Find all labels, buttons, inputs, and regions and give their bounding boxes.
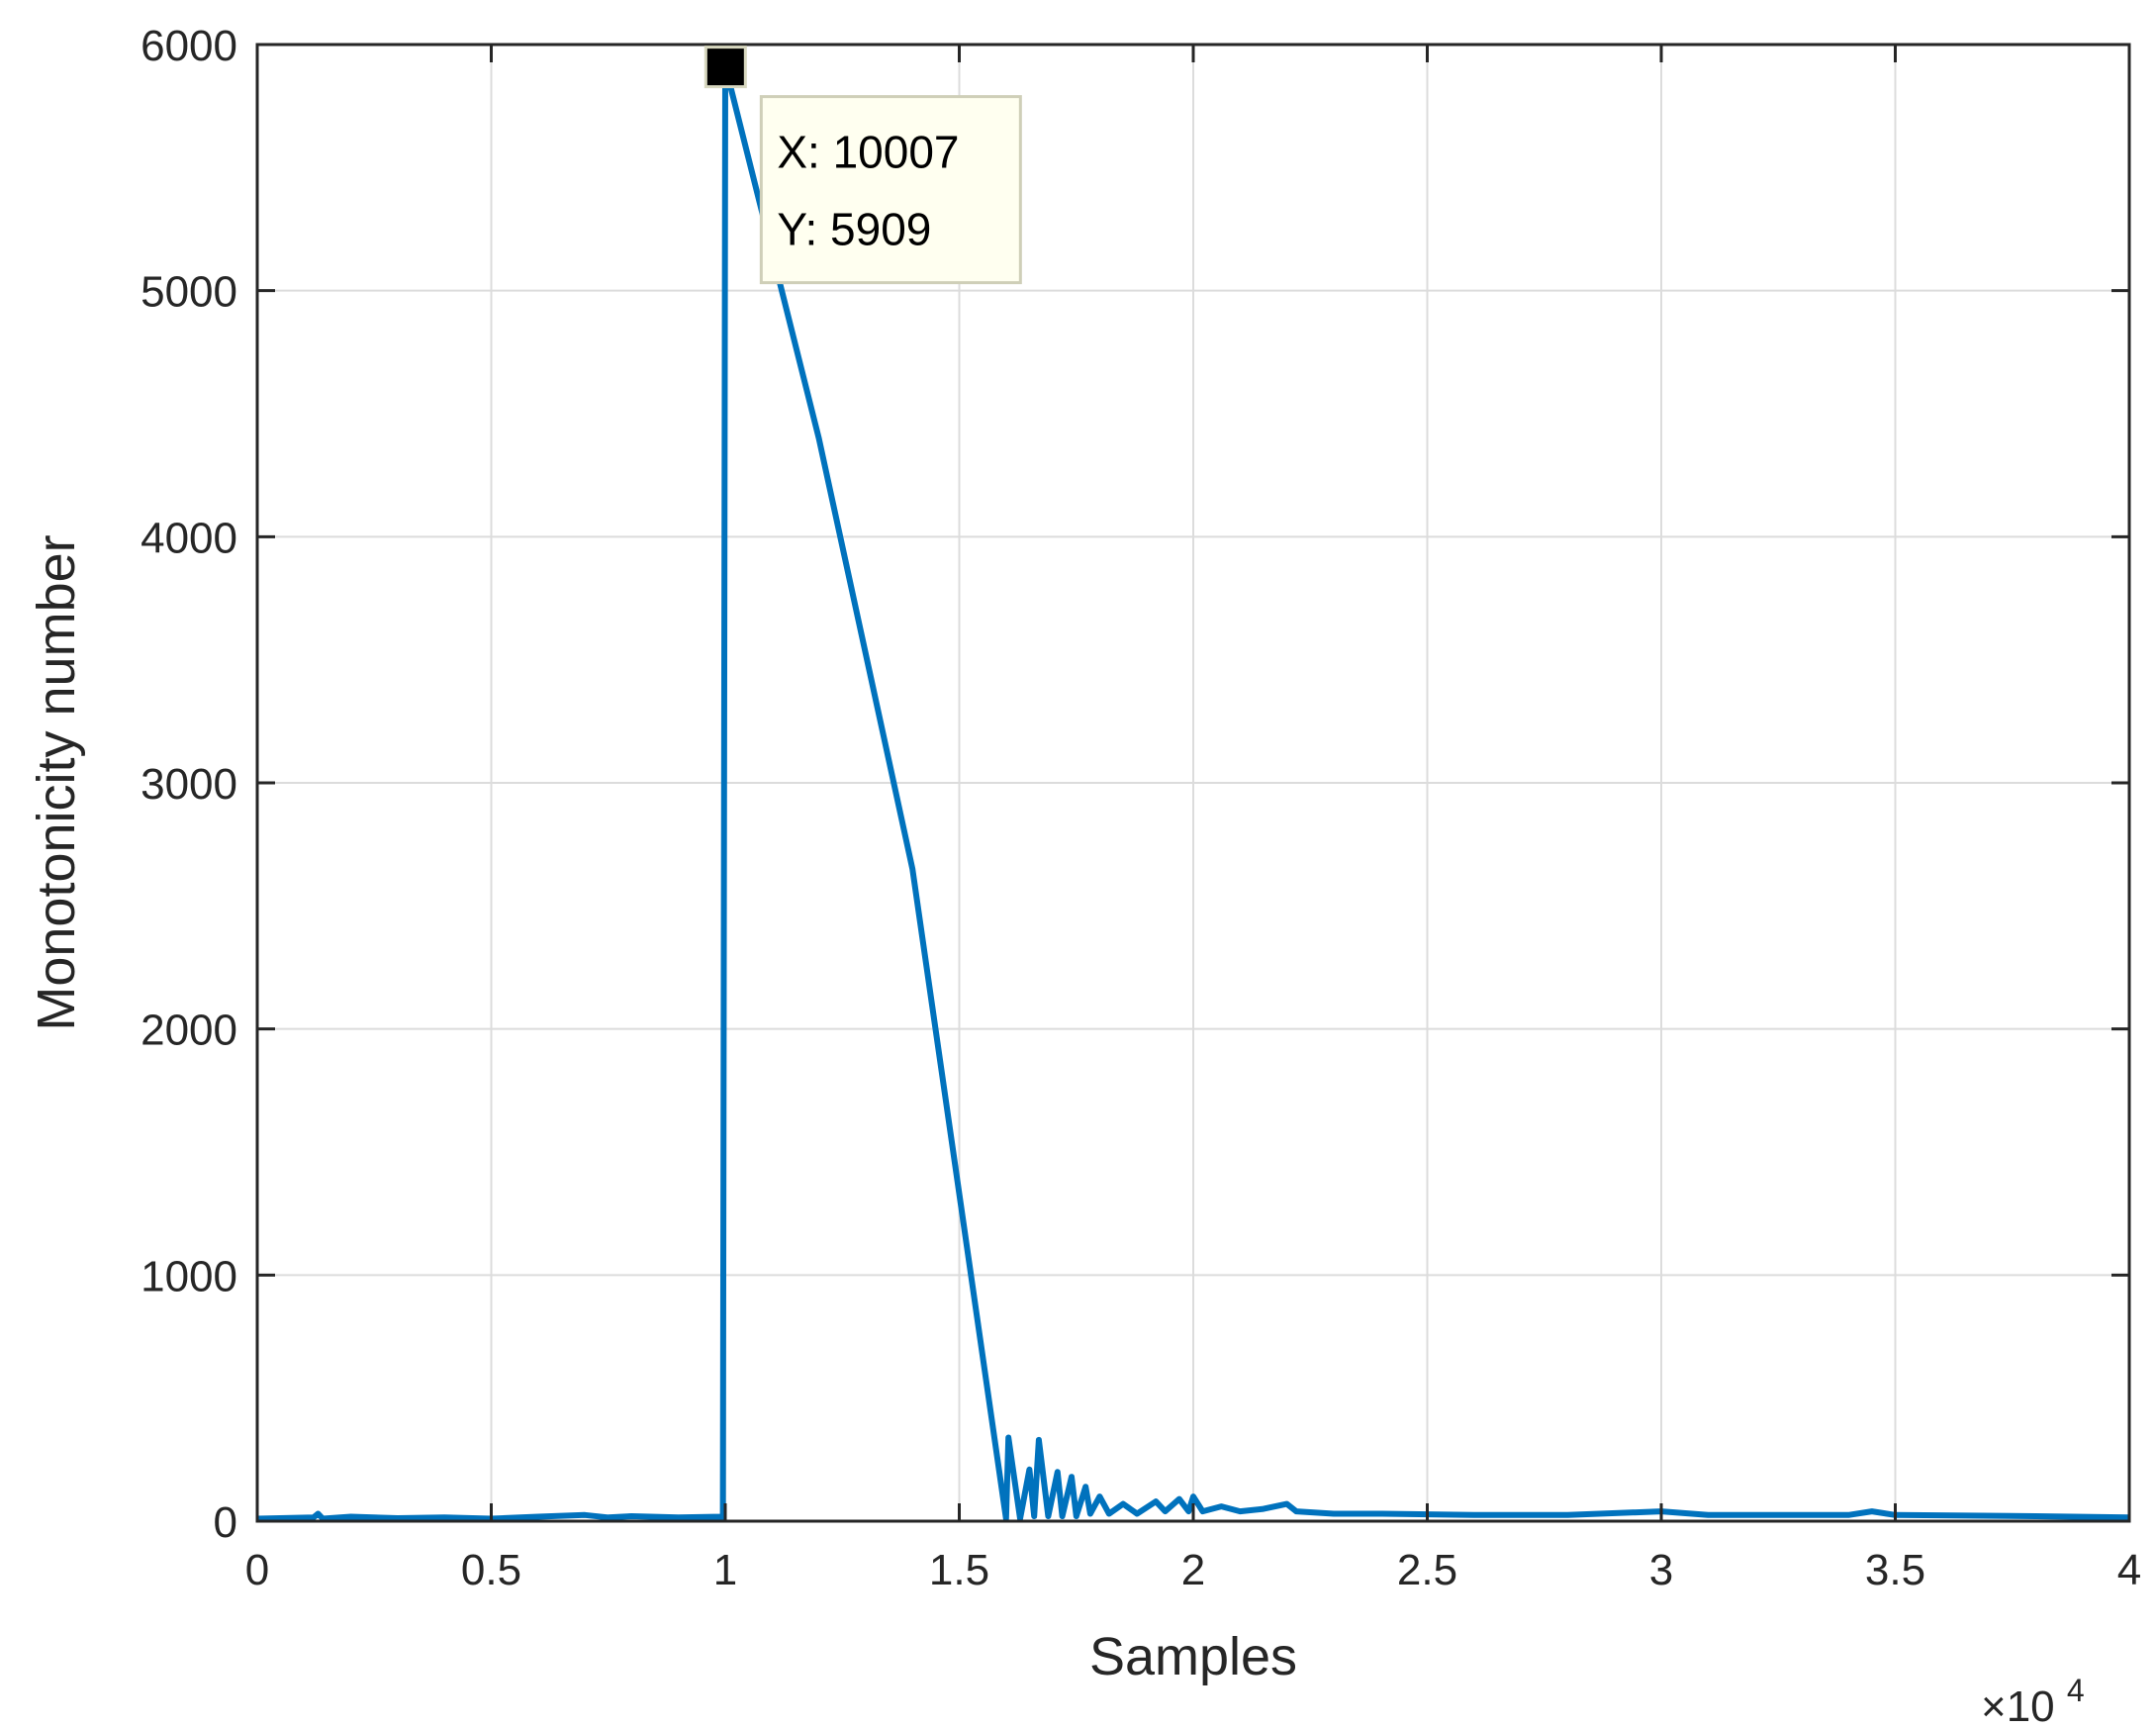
series-line [256, 63, 2130, 1522]
x-tick-label: 1 [713, 1546, 737, 1594]
y-tick-label: 4000 [141, 514, 237, 562]
x-tick-label: 3 [1649, 1546, 1673, 1594]
x-axis-exponent: ×10 4 [1981, 1673, 2085, 1729]
x-tick-label: 0 [245, 1546, 269, 1594]
y-tick-label: 2000 [141, 1007, 237, 1055]
y-tick-label: 0 [214, 1498, 237, 1547]
datatip-y-text: Y: 5909 [777, 204, 931, 255]
y-tick-label: 6000 [141, 22, 237, 70]
x-tick-label: 4 [2117, 1546, 2141, 1594]
x-exponent-power: 4 [2067, 1673, 2085, 1708]
y-tick-label: 5000 [141, 268, 237, 317]
x-axis-ticks: 0 0.5 1 1.5 2 2.5 3 3.5 4 [245, 45, 2141, 1594]
series-layer [256, 63, 2130, 1522]
datatip-box [759, 95, 1022, 285]
x-tick-label: 2 [1181, 1546, 1205, 1594]
x-tick-label: 0.5 [461, 1546, 521, 1594]
x-exponent-base: ×10 [1981, 1682, 2055, 1729]
y-tick-label: 1000 [141, 1252, 237, 1300]
grid-lines [256, 44, 2130, 1522]
x-tick-label: 1.5 [929, 1546, 989, 1594]
datatip-x-text: X: 10007 [777, 127, 959, 178]
datatip[interactable]: X: 10007 Y: 5909 [703, 46, 1022, 285]
y-axis-title: Monotonicity number [27, 534, 86, 1030]
y-axis-ticks: 0 1000 2000 3000 4000 5000 6000 [141, 22, 2129, 1547]
x-tick-label: 2.5 [1397, 1546, 1457, 1594]
x-tick-label: 3.5 [1865, 1546, 1925, 1594]
x-axis-title: Samples [1089, 1627, 1297, 1686]
datatip-marker[interactable] [703, 46, 747, 89]
y-tick-label: 3000 [141, 760, 237, 809]
